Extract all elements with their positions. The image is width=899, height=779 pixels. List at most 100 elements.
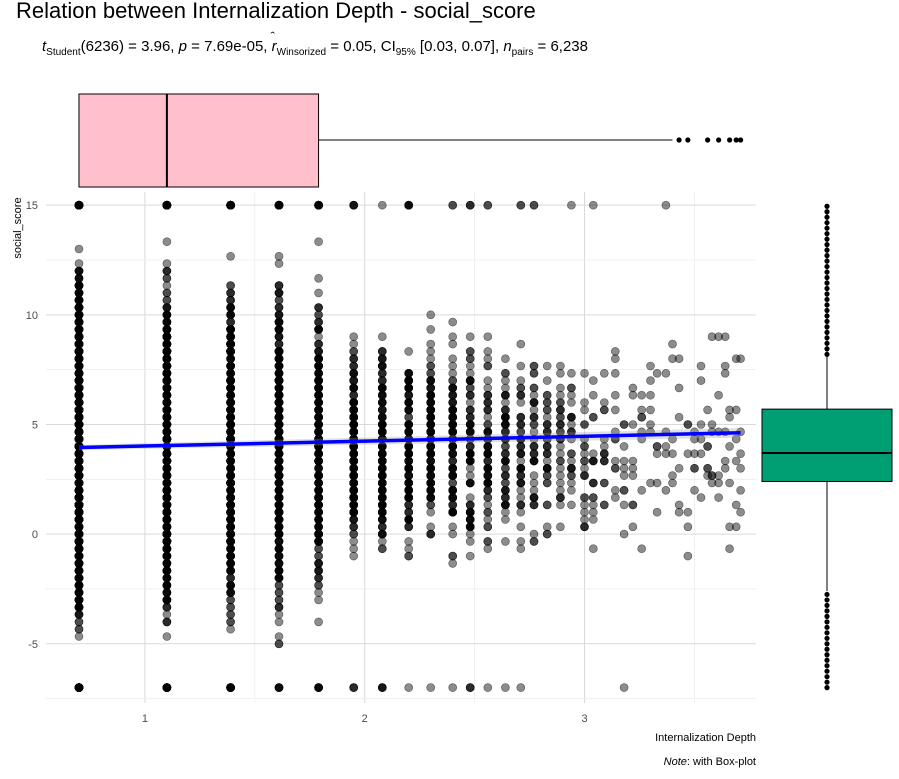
scatter-point (162, 610, 172, 619)
scatter-point (314, 368, 323, 378)
scatter-point (162, 412, 172, 422)
scatter-point (314, 515, 323, 524)
scatter-point (349, 449, 359, 459)
scatter-point (404, 449, 414, 459)
scatter-point (226, 339, 235, 349)
scatter-point (226, 529, 235, 539)
scatter-point (314, 339, 323, 349)
scatter-point (274, 332, 284, 342)
scatter-point (377, 376, 387, 385)
scatter-point (349, 500, 359, 510)
scatter-point (349, 551, 359, 561)
scatter-point (74, 500, 84, 510)
scatter-point (226, 602, 235, 612)
scatter-point (448, 427, 458, 437)
subtitle-t: t (42, 38, 47, 55)
scatter-point (404, 456, 414, 466)
scatter-point (274, 632, 284, 641)
scatter-point (314, 566, 323, 576)
scatter-point (465, 354, 475, 364)
scatter-point (349, 537, 359, 546)
scatter-point (314, 617, 323, 627)
scatter-point (162, 493, 172, 502)
scatter-point (377, 347, 387, 356)
scatter-point (274, 515, 284, 524)
scatter-point (448, 522, 458, 532)
scatter-point (377, 383, 387, 393)
scatter-point (314, 332, 323, 342)
scatter-point (74, 244, 84, 254)
scatter-point (448, 485, 458, 495)
scatter-point (274, 478, 284, 488)
scatter-point (426, 683, 436, 692)
scatter-point (377, 405, 387, 415)
scatter-point (74, 624, 84, 634)
scatter-point (426, 339, 436, 349)
scatter-point (349, 405, 359, 415)
scatter-point (74, 522, 84, 532)
scatter-point (274, 573, 284, 583)
scatter-point (274, 529, 284, 539)
scatter-point (274, 551, 284, 561)
scatter-point (226, 522, 235, 532)
scatter-point (74, 507, 84, 517)
scatter-point (162, 544, 172, 554)
scatter-point (465, 515, 475, 524)
scatter-point (404, 420, 414, 429)
scatter-point (314, 449, 323, 459)
scatter-point (226, 566, 235, 576)
scatter-point (448, 390, 458, 400)
scatter-point (465, 398, 475, 407)
scatter-point (448, 361, 458, 371)
scatter-point (74, 485, 84, 495)
scatter-point (162, 347, 172, 356)
scatter-point (162, 529, 172, 539)
scatter-point (162, 478, 172, 488)
scatter-point (274, 317, 284, 327)
chart-subtitle: tStudent(6236) = 3.96, p = 7.69e-05, r̂W… (42, 38, 588, 58)
scatter-point (274, 456, 284, 466)
scatter-point (349, 544, 359, 554)
scatter-point (74, 537, 84, 546)
scatter-point (226, 449, 235, 459)
scatter-point (74, 427, 84, 437)
scatter-point (74, 200, 84, 210)
scatter-point (314, 427, 323, 437)
scatter-point (226, 463, 235, 473)
scatter-point (377, 683, 387, 692)
scatter-point (314, 485, 323, 495)
scatter-point (465, 456, 475, 466)
scatter-point (465, 383, 475, 393)
scatter-point (314, 500, 323, 510)
scatter-point (274, 537, 284, 546)
scatter-point (274, 251, 284, 261)
scatter-point (74, 573, 84, 583)
scatter-point (226, 485, 235, 495)
scatter-point (404, 500, 414, 510)
scatter-point (314, 237, 323, 246)
scatter-point (274, 288, 284, 298)
scatter-point (226, 325, 235, 334)
scatter-point (377, 354, 387, 364)
scatter-point (448, 683, 458, 692)
scatter-point (404, 368, 414, 378)
scatter-point (274, 544, 284, 554)
scatter-point (465, 376, 475, 385)
scatter-point (74, 683, 84, 692)
scatter-point (162, 617, 172, 627)
scatter-point (426, 398, 436, 407)
scatter-point (426, 368, 436, 378)
scatter-point (314, 471, 323, 480)
scatter-point (377, 507, 387, 517)
scatter-point (404, 485, 414, 495)
scatter-point (404, 390, 414, 400)
scatter-point (74, 632, 84, 641)
scatter-point (349, 368, 359, 378)
scatter-point (465, 537, 475, 546)
scatter-point (74, 339, 84, 349)
scatter-point (404, 522, 414, 532)
scatter-point (274, 361, 284, 371)
scatter-point (349, 493, 359, 502)
scatter-point (349, 398, 359, 407)
scatter-point (349, 529, 359, 539)
